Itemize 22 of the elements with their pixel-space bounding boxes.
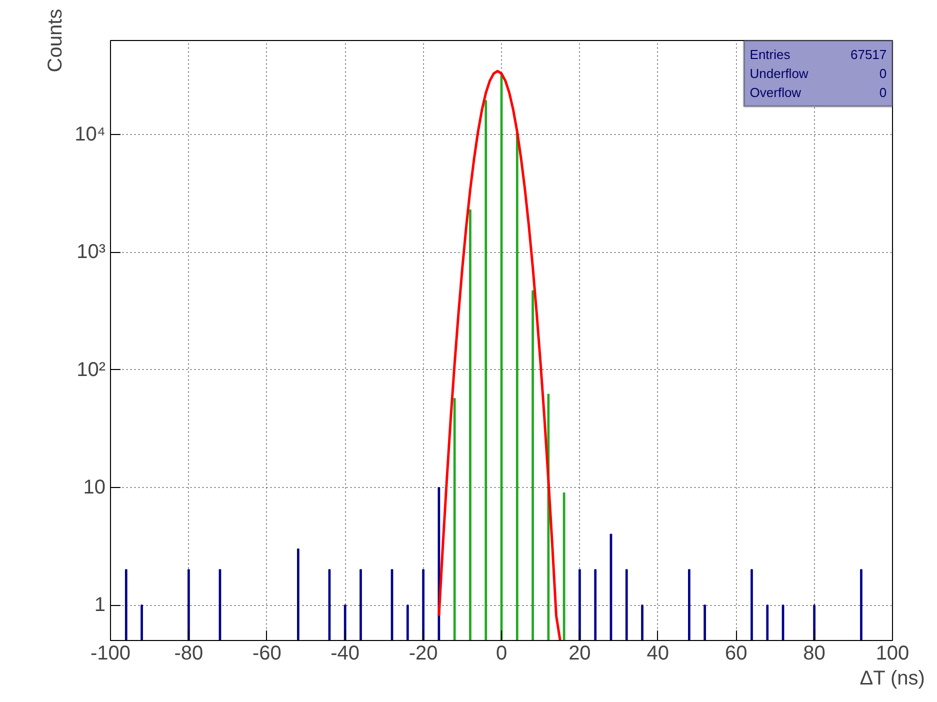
x-tick-label: -20 [408,642,438,664]
x-tick-label: 80 [803,642,826,664]
x-tick-label: -80 [174,642,204,664]
y-tick-label: 1 [94,594,106,616]
y-tick-label: 10² [76,358,106,381]
text: Underflow 0 [750,66,887,81]
y-tick-label: 10⁴ [74,124,106,146]
y-tick-label: 10 [83,476,106,498]
y-axis-title: Counts [44,8,67,72]
x-tick-label: -60 [252,642,282,664]
text: Entries 67517 [750,47,887,62]
x-tick-label: -40 [330,642,360,664]
x-tick-label: 100 [876,642,910,664]
x-tick-label: -100 [90,642,131,664]
x-tick-label: 20 [568,642,591,664]
line-series [438,70,562,640]
x-tick-label: 60 [724,642,748,664]
y-tick-label: 10³ [76,241,106,264]
x-tick-label: 40 [646,642,670,664]
x-tick-label: 0 [496,642,508,664]
x-axis-title: ΔT (ns) [860,668,925,690]
text: Overflow 0 [750,84,887,100]
